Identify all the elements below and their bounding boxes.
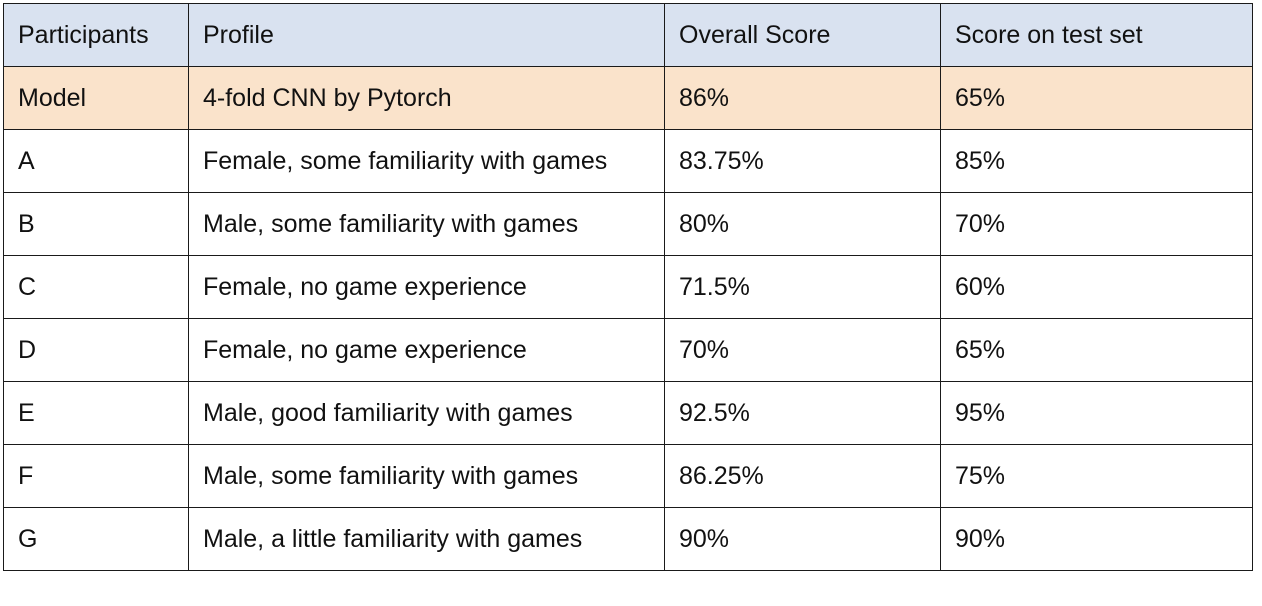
table-row: C Female, no game experience 71.5% 60% [3, 255, 1253, 319]
cell-overall-score: 90% [664, 507, 941, 571]
cell-overall-score: 80% [664, 192, 941, 256]
cell-test-score: 75% [940, 444, 1253, 508]
cell-participant: F [3, 444, 189, 508]
cell-participant: D [3, 318, 189, 382]
cell-overall-score: 86.25% [664, 444, 941, 508]
table-row: D Female, no game experience 70% 65% [3, 318, 1253, 382]
cell-profile: Male, some familiarity with games [188, 192, 665, 256]
cell-participant: E [3, 381, 189, 445]
cell-participant: Model [3, 66, 189, 130]
cell-profile: Male, good familiarity with games [188, 381, 665, 445]
cell-test-score: 90% [940, 507, 1253, 571]
results-table: Participants Profile Overall Score Score… [3, 3, 1253, 571]
cell-profile: 4-fold CNN by Pytorch [188, 66, 665, 130]
cell-profile: Female, no game experience [188, 255, 665, 319]
cell-participant: G [3, 507, 189, 571]
table-row: A Female, some familiarity with games 83… [3, 129, 1253, 193]
header-overall-score: Overall Score [664, 3, 941, 67]
cell-test-score: 85% [940, 129, 1253, 193]
table-row: F Male, some familiarity with games 86.2… [3, 444, 1253, 508]
cell-test-score: 65% [940, 318, 1253, 382]
cell-test-score: 60% [940, 255, 1253, 319]
header-participants: Participants [3, 3, 189, 67]
cell-profile: Female, no game experience [188, 318, 665, 382]
table-row-model: Model 4-fold CNN by Pytorch 86% 65% [3, 66, 1253, 130]
table-header-row: Participants Profile Overall Score Score… [3, 3, 1253, 67]
header-score-test-set: Score on test set [940, 3, 1253, 67]
table-row: E Male, good familiarity with games 92.5… [3, 381, 1253, 445]
cell-participant: B [3, 192, 189, 256]
cell-profile: Male, some familiarity with games [188, 444, 665, 508]
results-table-container: Participants Profile Overall Score Score… [3, 3, 1253, 571]
cell-overall-score: 83.75% [664, 129, 941, 193]
cell-test-score: 95% [940, 381, 1253, 445]
cell-participant: A [3, 129, 189, 193]
cell-test-score: 70% [940, 192, 1253, 256]
table-row: B Male, some familiarity with games 80% … [3, 192, 1253, 256]
cell-overall-score: 92.5% [664, 381, 941, 445]
header-profile: Profile [188, 3, 665, 67]
table-row: G Male, a little familiarity with games … [3, 507, 1253, 571]
cell-profile: Female, some familiarity with games [188, 129, 665, 193]
cell-participant: C [3, 255, 189, 319]
cell-overall-score: 86% [664, 66, 941, 130]
cell-test-score: 65% [940, 66, 1253, 130]
cell-profile: Male, a little familiarity with games [188, 507, 665, 571]
cell-overall-score: 70% [664, 318, 941, 382]
cell-overall-score: 71.5% [664, 255, 941, 319]
